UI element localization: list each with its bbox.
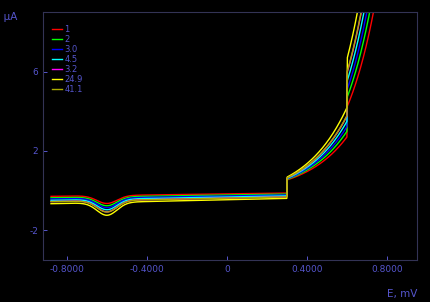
Legend: 1, 2, 3.0, 4.5, 3.2, 24.9, 41.1: 1, 2, 3.0, 4.5, 3.2, 24.9, 41.1 [51, 24, 83, 94]
2 [104, 204, 109, 207]
4.5 [104, 208, 109, 212]
4.5 [49, 198, 54, 202]
1 [104, 202, 109, 205]
41.1 [49, 200, 54, 204]
1 [319, 161, 324, 164]
3.2 [276, 195, 281, 199]
4.5 [356, 38, 361, 42]
3.0 [49, 197, 54, 201]
3.0 [276, 193, 281, 197]
3.0 [104, 206, 109, 210]
1 [276, 191, 281, 195]
4.5 [276, 194, 281, 198]
Line: 4.5: 4.5 [51, 0, 407, 210]
41.1 [256, 196, 261, 199]
Line: 1: 1 [51, 0, 407, 204]
24.9 [70, 201, 75, 205]
3.0 [70, 197, 75, 201]
3.0 [319, 156, 324, 159]
3.2 [70, 199, 75, 203]
Text: E, mV: E, mV [387, 289, 417, 300]
4.5 [256, 194, 261, 198]
3.0 [356, 50, 361, 54]
24.9 [104, 214, 109, 217]
2 [256, 193, 261, 196]
24.9 [265, 197, 270, 201]
4.5 [319, 153, 324, 157]
2 [356, 61, 361, 65]
24.9 [356, 7, 361, 11]
Text: I, μA: I, μA [0, 12, 18, 22]
1 [49, 194, 54, 198]
2 [319, 158, 324, 162]
41.1 [356, 25, 361, 29]
41.1 [70, 199, 75, 203]
24.9 [256, 197, 261, 201]
41.1 [319, 151, 324, 155]
3.2 [49, 200, 54, 203]
1 [356, 74, 361, 78]
41.1 [276, 195, 281, 199]
3.2 [256, 196, 261, 199]
24.9 [319, 147, 324, 151]
1 [70, 194, 75, 198]
3.2 [319, 151, 324, 155]
3.2 [356, 26, 361, 30]
3.2 [265, 195, 270, 199]
4.5 [265, 194, 270, 198]
2 [70, 196, 75, 199]
Line: 24.9: 24.9 [51, 0, 407, 215]
41.1 [104, 210, 109, 214]
3.2 [104, 210, 109, 214]
3.0 [256, 194, 261, 197]
2 [265, 193, 270, 196]
24.9 [276, 197, 281, 201]
1 [265, 191, 270, 195]
Line: 41.1: 41.1 [51, 0, 407, 212]
4.5 [70, 198, 75, 202]
Line: 3.0: 3.0 [51, 0, 407, 208]
1 [256, 192, 261, 195]
Line: 2: 2 [51, 0, 407, 206]
2 [49, 196, 54, 200]
41.1 [265, 195, 270, 199]
Line: 3.2: 3.2 [51, 0, 407, 212]
3.0 [265, 194, 270, 197]
2 [276, 192, 281, 196]
24.9 [49, 202, 54, 205]
